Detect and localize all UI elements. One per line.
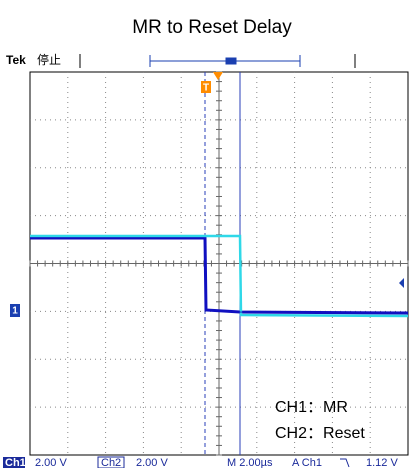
run-status: 停止	[37, 52, 61, 67]
trigger-marker-label: T	[203, 83, 209, 94]
trigger-level: 1.12 V	[366, 457, 398, 468]
scope-screenshot: MR to Reset Delay Tek 停止 T 1 CH1：MR CH2：…	[0, 0, 409, 468]
brand: Tek	[6, 53, 26, 67]
legend-entry: CH2：Reset	[275, 425, 365, 442]
timebase: M 2.00µs	[227, 457, 273, 468]
ch1-scale: 2.00 V	[35, 457, 67, 468]
ch1-label: Ch1	[5, 457, 26, 468]
channel-marker-label: 1	[12, 306, 18, 317]
ch2-scale: 2.00 V	[136, 457, 168, 468]
trigger-source: A Ch1	[292, 457, 322, 468]
legend-entry: CH1：MR	[275, 399, 348, 416]
ch2-label: Ch2	[101, 457, 121, 468]
title: MR to Reset Delay	[132, 17, 292, 38]
